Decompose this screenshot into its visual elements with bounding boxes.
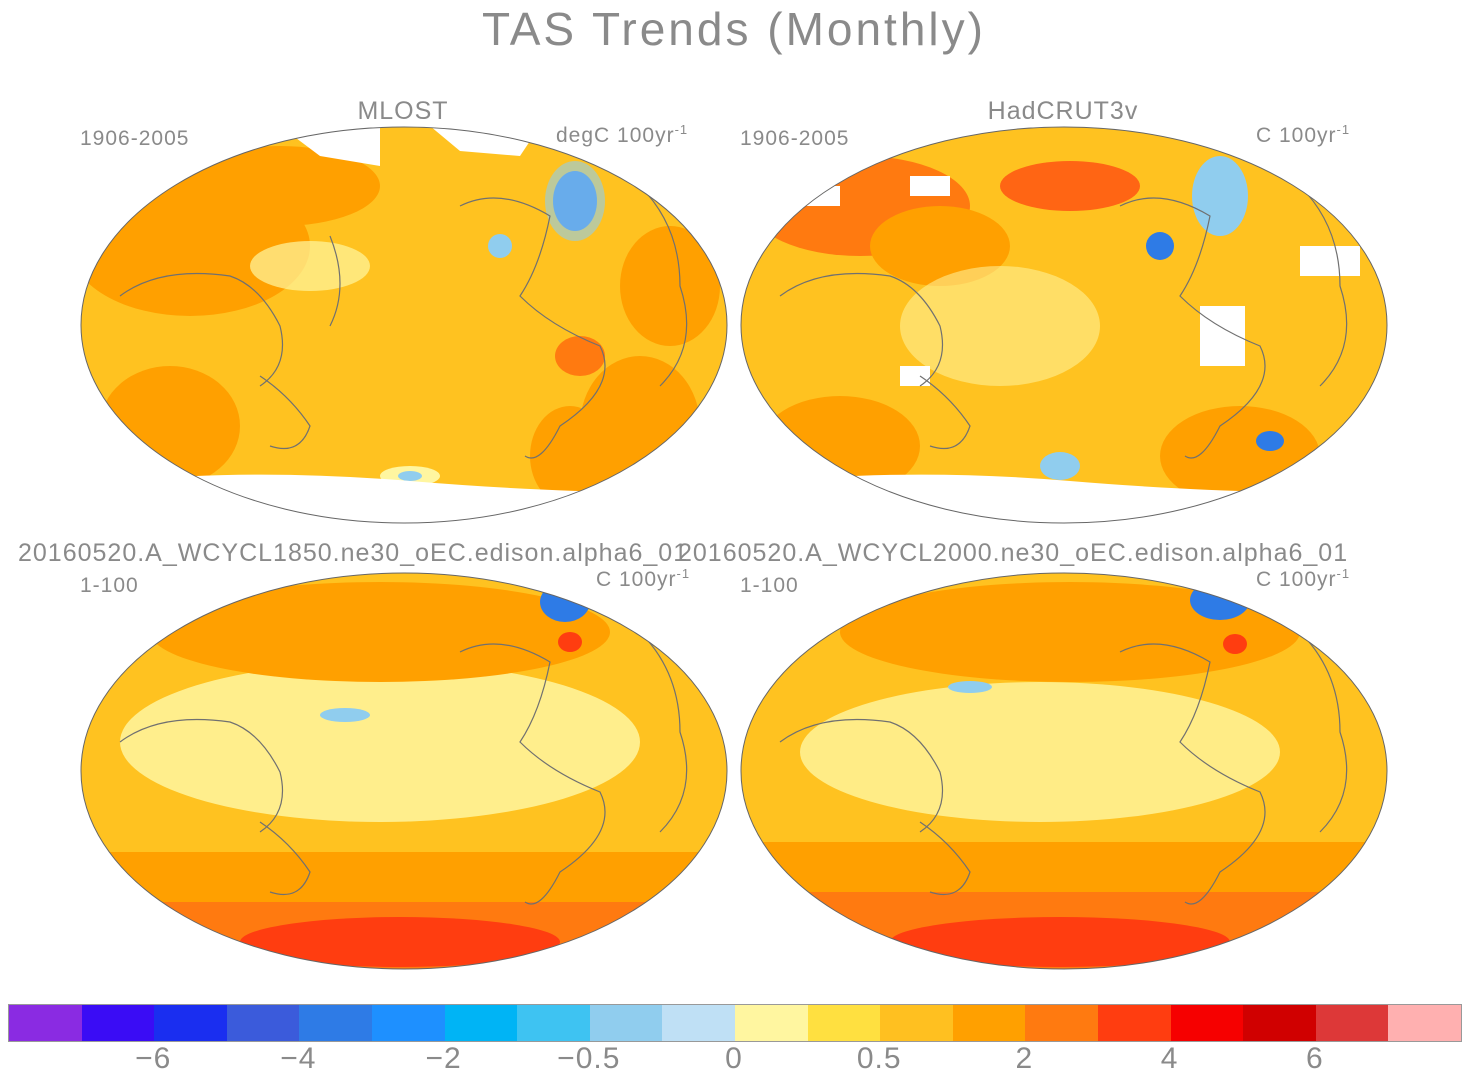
cool-region xyxy=(900,266,1100,386)
colorbar-tick-label: 4 xyxy=(1160,1042,1179,1075)
colorbar-tick-label: −2 xyxy=(425,1042,462,1075)
map-border xyxy=(740,572,1388,970)
figure-title: TAS Trends (Monthly) xyxy=(482,3,986,55)
panel-title-wcycl2000: 20160520.A_WCYCL2000.ne30_oEC.edison.alp… xyxy=(678,539,1349,567)
panel-units-wcycl2000: C 100yr-1 xyxy=(1256,566,1351,591)
colorbar-tick-label: −6 xyxy=(135,1042,172,1075)
colorbar-swatch xyxy=(517,1005,590,1041)
colorbar-swatch xyxy=(226,1005,300,1041)
panel-period-mlost: 1906-2005 xyxy=(80,127,190,150)
coastlines xyxy=(119,631,688,905)
masked-region xyxy=(800,186,840,206)
hot-region xyxy=(890,917,1230,967)
colorbar-swatch xyxy=(734,1005,808,1041)
panel-title-wcycl1850: 20160520.A_WCYCL1850.ne30_oEC.edison.alp… xyxy=(18,539,689,567)
cold-region xyxy=(488,234,512,258)
coastlines xyxy=(779,631,1348,905)
colorbar-swatch xyxy=(1315,1005,1389,1041)
map-hadcrut xyxy=(740,126,1388,524)
colorbar-tick-label: 0 xyxy=(725,1042,743,1075)
map-border xyxy=(80,126,728,524)
colorbar-swatch xyxy=(1243,1005,1316,1041)
colorbar xyxy=(8,1004,1462,1042)
masked-region xyxy=(81,474,727,523)
panel-title-mlost: MLOST xyxy=(357,97,449,125)
colorbar-swatch xyxy=(444,1005,518,1041)
cold-region xyxy=(320,708,370,722)
colorbar-swatch xyxy=(299,1005,372,1041)
masked-region xyxy=(1300,246,1360,276)
warm-region xyxy=(620,226,720,346)
warmer-region xyxy=(555,336,605,376)
map-mlost xyxy=(80,126,728,524)
panel-period-wcycl1850: 1-100 xyxy=(80,574,139,597)
cold-region xyxy=(1040,452,1080,480)
colorbar-tick-label: 0.5 xyxy=(856,1042,902,1075)
colorbar-tick-label: −0.5 xyxy=(557,1042,621,1075)
colorbar-swatch xyxy=(1170,1005,1244,1041)
cold-region xyxy=(1146,232,1174,260)
colorbar-swatch xyxy=(589,1005,663,1041)
coastlines xyxy=(119,185,688,459)
colorbar-tick-label: −4 xyxy=(280,1042,317,1075)
panel-units-wcycl1850: C 100yr-1 xyxy=(596,566,691,591)
panel-units-mlost: degC 100yr-1 xyxy=(556,122,689,147)
colorbar-tick-label: 2 xyxy=(1015,1042,1034,1075)
colorbar-swatch xyxy=(81,1005,155,1041)
cold-region xyxy=(398,471,422,481)
panel-period-hadcrut: 1906-2005 xyxy=(740,127,850,150)
cold-region xyxy=(1192,156,1248,236)
panel-title-hadcrut: HadCRUT3v xyxy=(987,97,1139,125)
cool-region xyxy=(120,662,640,822)
cold-region xyxy=(1256,431,1284,451)
cold-region xyxy=(90,573,230,612)
cold-region xyxy=(1190,580,1250,620)
colorbar-tick-label: 6 xyxy=(1305,1042,1324,1075)
colorbar-swatch xyxy=(154,1005,227,1041)
map-border xyxy=(80,572,728,970)
colorbar-swatch xyxy=(807,1005,881,1041)
colorbar-swatch xyxy=(1097,1005,1171,1041)
colorbar-swatch xyxy=(662,1005,735,1041)
map-wcycl2000 xyxy=(740,572,1388,970)
masked-region xyxy=(741,474,1387,523)
warm-region xyxy=(840,582,1300,682)
warm-region xyxy=(530,406,610,506)
colorbar-swatch xyxy=(371,1005,445,1041)
warm-region xyxy=(100,366,240,486)
map-border xyxy=(740,126,1388,524)
cool-region xyxy=(250,241,370,291)
warm-region xyxy=(180,146,380,226)
colorbar-swatch xyxy=(952,1005,1026,1041)
colorbar-swatch xyxy=(1025,1005,1098,1041)
colorbar-swatch xyxy=(1388,1005,1461,1041)
cold-region xyxy=(540,582,590,622)
masked-region xyxy=(900,366,930,386)
hot-region xyxy=(240,917,560,967)
panel-units-hadcrut: C 100yr-1 xyxy=(1256,122,1351,147)
coastlines xyxy=(779,185,1348,459)
hot-region xyxy=(1223,634,1247,654)
cold-region xyxy=(948,681,992,693)
colorbar-swatch xyxy=(9,1005,82,1041)
masked-region xyxy=(910,176,950,196)
cold-region xyxy=(780,578,900,610)
hot-region xyxy=(558,632,582,652)
map-wcycl1850 xyxy=(80,572,728,970)
warm-region xyxy=(870,206,1010,286)
cold-region xyxy=(545,161,605,241)
panel-period-wcycl2000: 1-100 xyxy=(740,574,799,597)
cool-region xyxy=(800,682,1280,822)
colorbar-swatch xyxy=(880,1005,953,1041)
hot-region xyxy=(1000,161,1140,211)
warm-region xyxy=(150,582,610,682)
